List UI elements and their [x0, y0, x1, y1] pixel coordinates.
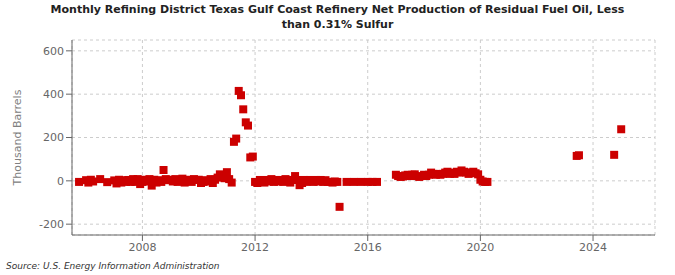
svg-text:2008: 2008 [128, 241, 156, 254]
svg-text:Thousand Barrels: Thousand Barrels [11, 89, 24, 186]
svg-text:400: 400 [43, 88, 64, 101]
svg-text:0: 0 [57, 175, 64, 188]
html-text:than 0.31% Sulfur: than 0.31% Sulfur [281, 18, 394, 31]
svg-text:2012: 2012 [241, 241, 269, 254]
svg-text:2020: 2020 [466, 241, 494, 254]
svg-text:2024: 2024 [579, 241, 607, 254]
svg-text:200: 200 [43, 131, 64, 144]
html-text:Source: U.S. Energy Informatio: Source: U.S. Energy Information Administ… [6, 261, 220, 271]
html-text:Monthly Refining District Texa: Monthly Refining District Texas Gulf Coa… [50, 3, 625, 16]
svg-text:-200: -200 [39, 218, 64, 231]
svg-text:2016: 2016 [354, 241, 382, 254]
svg-text:600: 600 [43, 45, 64, 58]
